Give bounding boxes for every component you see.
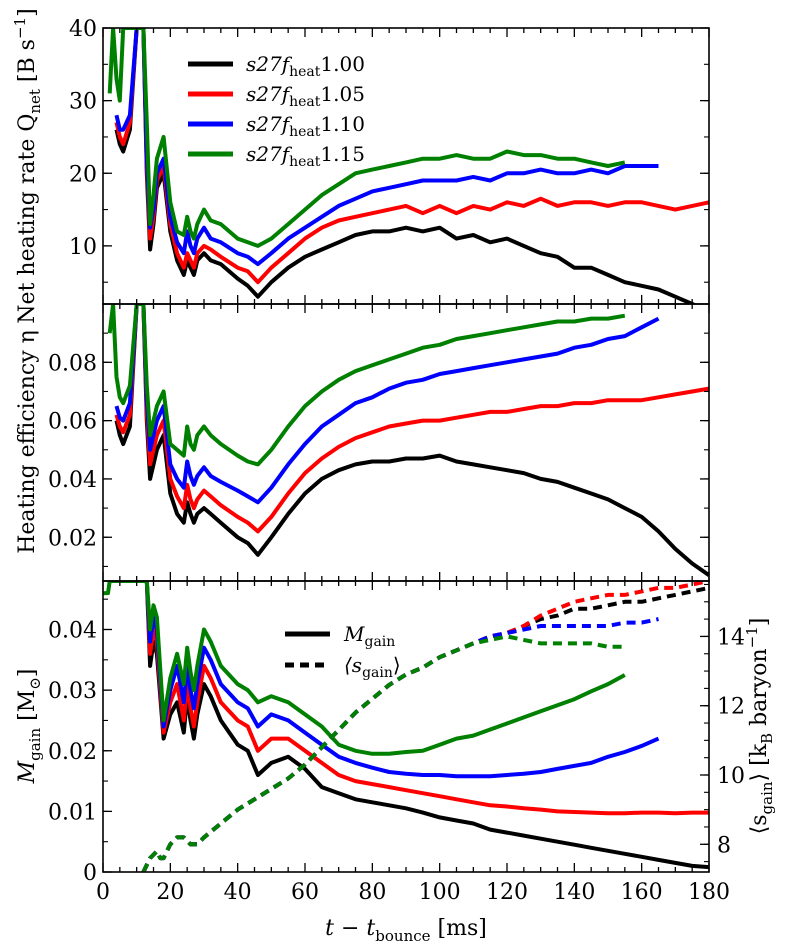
bottom-y2-tick-label: 12 [717,695,745,720]
x-tick-label: 120 [486,880,528,905]
top-y-tick-label: 10 [69,235,97,260]
middle-y-tick-label: 0.06 [48,410,97,435]
top-y-tick-label: 30 [69,90,97,115]
middle-y-tick-label: 0.02 [48,526,97,551]
bottom-y-axis-label: Mgain [M⊙] [15,669,44,785]
middle-series-line-s27fheat1.15 [107,304,626,467]
middle-panel-ticks: 0.02 0.04 0.06 0.08 [48,303,710,581]
bottom-panel-series [103,581,709,872]
x-tick-label: 100 [419,880,461,905]
x-tick-label: 80 [358,880,386,905]
bottom-y-tick-label: 0.04 [48,619,97,644]
bottom-series-line-sgain-s27fheat1.05 [141,581,709,872]
legend-label: Mgain [343,622,395,650]
bottom-panel-frame [102,580,710,873]
top-y-axis-label: Net heating rate Qnet [B s−1] [11,8,44,323]
top-y-tick-label: 40 [69,17,97,42]
bottom-legend: Mgain ⟨sgain⟩ [285,622,401,681]
x-tick-label: 40 [224,880,252,905]
top-panel-ticks: 10 20 30 40 [69,17,710,304]
legend-label: ⟨sgain⟩ [344,653,401,681]
legend-label: s27fheat1.00 [246,52,365,80]
x-tick-label: 140 [553,880,595,905]
bottom-series-line-mgain-s27fheat1.00 [144,581,709,870]
bottom-y-tick-label: 0 [83,861,97,886]
bottom-y-tick-label: 0.02 [48,740,97,765]
middle-series-line-s27fheat1.10 [114,304,660,505]
x-tick-label: 180 [688,880,730,905]
bottom-y-tick-label: 0.01 [48,800,97,825]
bottom-y-tick-label: 0.03 [48,679,97,704]
top-panel-series [107,28,709,304]
legend-label: s27fheat1.10 [246,112,365,140]
bottom-series-line-mgain-s27fheat1.10 [144,581,660,779]
legend-label: s27fheat1.15 [246,142,365,170]
middle-y-axis-label: Heating efficiency η [15,330,40,554]
bottom-y2-tick-label: 8 [717,833,731,858]
bottom-y2-tick-label: 10 [717,764,745,789]
bottom-series-line-sgain-s27fheat1.10 [141,617,659,872]
legend-label: s27fheat1.05 [246,82,365,110]
x-tick-label: 160 [621,880,663,905]
x-tick-label: 60 [291,880,319,905]
bottom-series-line-sgain-s27fheat1.15 [141,634,625,872]
top-panel: 10 20 30 40 [69,17,710,304]
middle-series-line-s27fheat1.00 [114,304,709,577]
x-axis-label: t − tbounce [ms] [325,916,487,945]
x-tick-label: 20 [156,880,184,905]
middle-panel: 0.02 0.04 0.06 0.08 [48,303,710,581]
bottom-series-line-mgain-s27fheat1.05 [144,581,709,816]
bottom-y2-tick-label: 14 [717,625,745,650]
top-legend: s27fheat1.00s27fheat1.05s27fheat1.10s27f… [188,52,365,170]
top-series-line-s27fheat1.15 [107,28,626,248]
bottom-right-y-axis-label: ⟨sgain⟩ [kB baryon−1] [743,618,776,835]
top-y-tick-label: 20 [69,162,97,187]
middle-y-tick-label: 0.04 [48,468,97,493]
middle-y-tick-label: 0.08 [48,351,97,376]
x-tick-label: 0 [96,880,110,905]
middle-panel-series [107,304,709,577]
middle-series-line-s27fheat1.05 [114,304,709,534]
bottom-series-line-mgain-s27fheat1.15 [103,581,626,756]
